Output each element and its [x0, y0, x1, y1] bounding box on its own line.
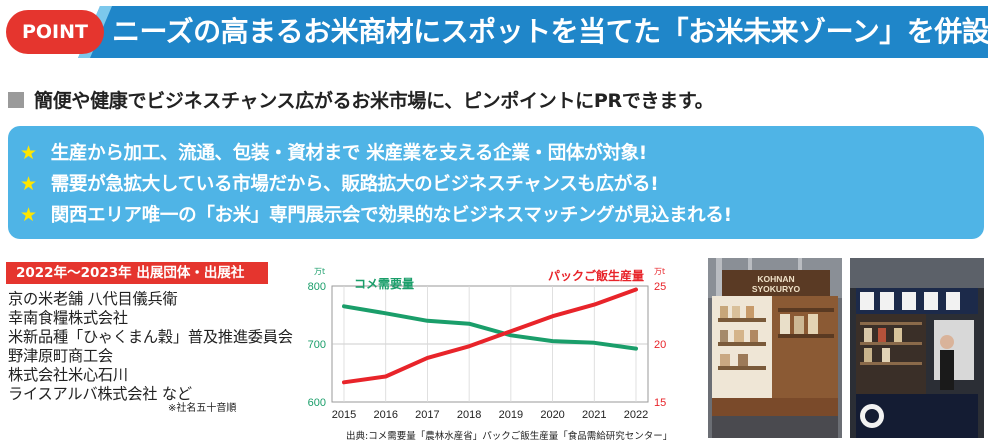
x-tick-label: 2021 — [582, 409, 606, 421]
series-label-rice-demand: コメ需要量 — [354, 276, 414, 291]
x-tick-label: 2015 — [332, 409, 356, 421]
exhibitor-item: 株式会社米心石川 — [8, 366, 128, 384]
feature-item-text: 生産から加工、流通、包装・資材まで 米産業を支える企業・団体が対象! — [50, 143, 647, 164]
exhibitor-item: 米新品種「ひゃくまん穀」普及推進委員会 — [8, 328, 293, 346]
y-left-tick-label: 800 — [308, 281, 326, 293]
exhibitors-title: 2022年〜2023年 出展団体・出展社 — [16, 265, 245, 281]
series-line-pack-rice — [342, 287, 638, 385]
booth-photo-kohnan: KOHNAN SYOKURYO — [708, 258, 842, 438]
x-tick-label: 2016 — [373, 409, 397, 421]
y-right-tick-label: 20 — [654, 339, 666, 351]
square-icon — [8, 92, 24, 108]
y-right-tick-label: 25 — [654, 281, 666, 293]
sort-note: ※社名五十音順 — [168, 403, 237, 414]
x-tick-label: 2020 — [540, 409, 564, 421]
x-tick-label: 2022 — [624, 409, 648, 421]
svg-text:KOHNAN: KOHNAN — [757, 274, 794, 284]
exhibitors-title-bar — [6, 262, 268, 284]
series-label-pack-rice: パックご飯生産量 — [548, 268, 644, 283]
y-left-unit: 万t — [314, 267, 325, 276]
series-line-rice-demand — [342, 304, 638, 351]
y-right-tick-label: 15 — [654, 397, 666, 409]
booth-photo-dark — [850, 258, 984, 438]
y-right-unit: 万t — [654, 267, 665, 276]
x-tick-label: 2018 — [457, 409, 481, 421]
star-icon: ★ — [20, 173, 37, 195]
feature-item: ★ 関西エリア唯一の「お米」専門展示会で効果的なビジネスマッチングが見込まれる! — [20, 200, 732, 230]
feature-item: ★ 生産から加工、流通、包装・資材まで 米産業を支える企業・団体が対象! — [20, 138, 647, 168]
feature-item-text: 需要が急拡大している市場だから、販路拡大のビジネスチャンスも広がる! — [50, 174, 659, 195]
star-icon: ★ — [20, 204, 37, 226]
feature-item: ★ 需要が急拡大している市場だから、販路拡大のビジネスチャンスも広がる! — [20, 169, 659, 199]
y-left-tick-label: 600 — [308, 397, 326, 409]
point-badge — [6, 10, 104, 54]
x-tick-label: 2017 — [415, 409, 439, 421]
chart-source: 出典:コメ需要量「農林水産省」パックご飯生産量「食品需給研究センター」 — [346, 431, 673, 442]
exhibitor-item: 幸南食糧株式会社 — [8, 309, 128, 327]
feature-box — [8, 126, 984, 239]
feature-item-text: 関西エリア唯一の「お米」専門展示会で効果的なビジネスマッチングが見込まれる! — [50, 205, 732, 226]
x-tick-label: 2019 — [499, 409, 523, 421]
y-left-tick-label: 700 — [308, 339, 326, 351]
exhibitor-item: 野津原町商工会 — [8, 347, 113, 365]
page-title: ニーズの高まるお米商材にスポットを当てた「お米未来ゾーン」を併設! — [112, 15, 988, 48]
star-icon: ★ — [20, 142, 37, 164]
svg-text:SYOKURYO: SYOKURYO — [752, 284, 801, 294]
point-badge-label: POINT — [21, 21, 88, 43]
exhibitor-item: ライスアルバ株式会社 など — [8, 385, 192, 403]
subheading: 簡便や健康でビジネスチャンス広がるお米市場に、ピンポイントにPRできます。 — [34, 90, 714, 112]
exhibitor-item: 京の米老舗 八代目儀兵衛 — [8, 290, 178, 308]
